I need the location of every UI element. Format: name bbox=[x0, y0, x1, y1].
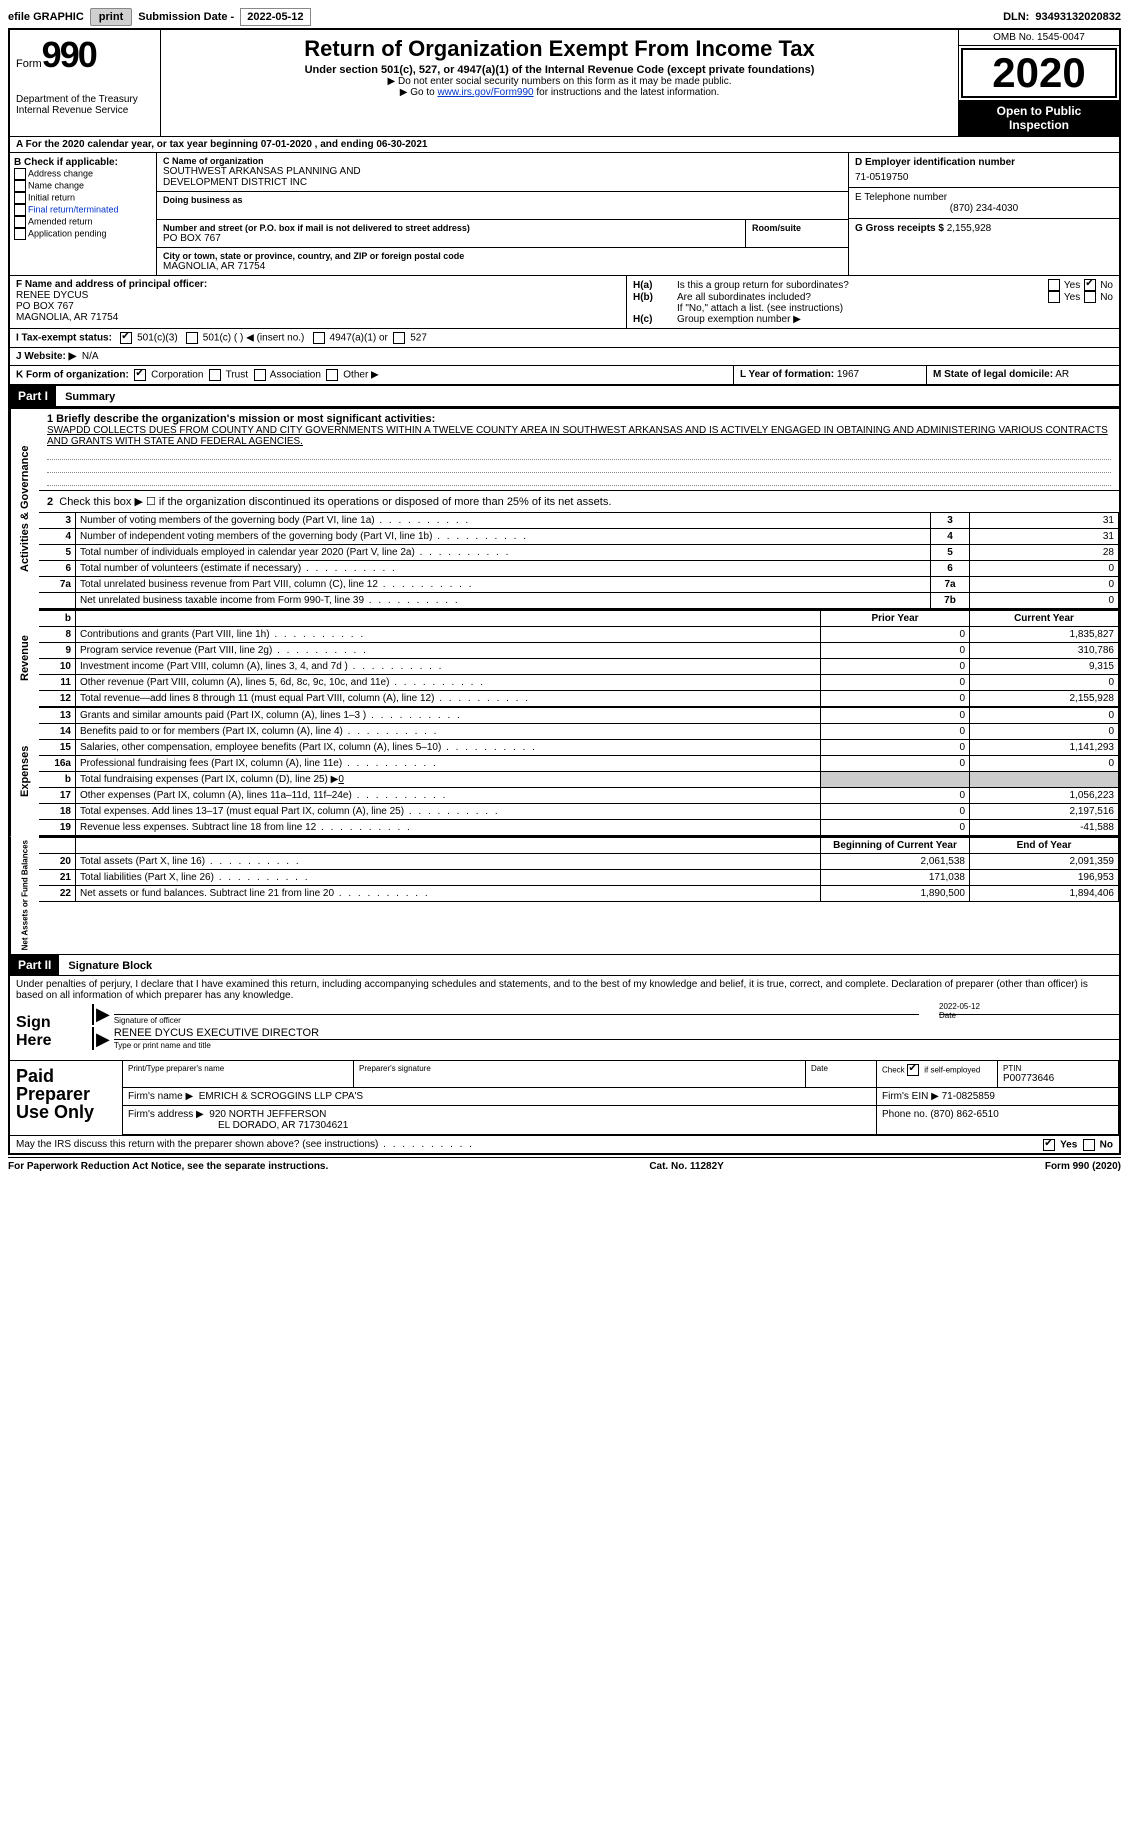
check-name-change[interactable] bbox=[14, 180, 26, 192]
check-corp[interactable] bbox=[134, 369, 146, 381]
check-final-return[interactable] bbox=[14, 204, 26, 216]
sig-arrow-icon-2: ▶ bbox=[94, 1029, 114, 1050]
form-frame: Form990 Department of the Treasury Inter… bbox=[8, 28, 1121, 1155]
check-hb-yes[interactable] bbox=[1048, 291, 1060, 303]
check-501c[interactable] bbox=[186, 332, 198, 344]
check-501c3[interactable] bbox=[120, 332, 132, 344]
check-address-change[interactable] bbox=[14, 168, 26, 180]
open-inspection: Open to Public Inspection bbox=[959, 100, 1119, 136]
dln-value: 93493132020832 bbox=[1035, 11, 1121, 23]
efile-label: efile GRAPHIC bbox=[8, 11, 84, 23]
omb-number: OMB No. 1545-0047 bbox=[959, 30, 1119, 46]
check-527[interactable] bbox=[393, 332, 405, 344]
submission-date-value: 2022-05-12 bbox=[240, 8, 310, 26]
box-g-gross: G Gross receipts $ 2,155,928 bbox=[849, 219, 1119, 238]
box-klm: K Form of organization: Corporation Trus… bbox=[10, 366, 1119, 385]
submission-date-label: Submission Date - bbox=[138, 11, 234, 23]
gov-table: 3Number of voting members of the governi… bbox=[39, 512, 1119, 609]
dba-box: Doing business as bbox=[157, 192, 848, 220]
sign-here: Sign Here ▶ Signature of officer 2022-05… bbox=[10, 1004, 1119, 1059]
h-note: If "No," attach a list. (see instruction… bbox=[633, 303, 1113, 314]
check-ha-no[interactable] bbox=[1084, 279, 1096, 291]
check-assoc[interactable] bbox=[254, 369, 266, 381]
org-name-box: C Name of organization SOUTHWEST ARKANSA… bbox=[157, 153, 848, 192]
check-amended[interactable] bbox=[14, 216, 26, 228]
mission-block: 1 Briefly describe the organization's mi… bbox=[39, 409, 1119, 491]
city-box: City or town, state or province, country… bbox=[157, 248, 848, 275]
tax-period: A For the 2020 calendar year, or tax yea… bbox=[10, 137, 1119, 153]
box-f-officer: F Name and address of principal officer:… bbox=[10, 276, 627, 328]
dln-label: DLN: bbox=[1003, 11, 1029, 23]
activities-governance: Activities & Governance 1 Briefly descri… bbox=[10, 407, 1119, 609]
box-d-ein: D Employer identification number 71-0519… bbox=[849, 153, 1119, 188]
dept-label: Department of the Treasury bbox=[16, 94, 154, 105]
entity-info: B Check if applicable: Address change Na… bbox=[10, 153, 1119, 276]
form-number: 990 bbox=[42, 34, 96, 75]
revenue-table: bPrior YearCurrent Year 8Contributions a… bbox=[39, 609, 1119, 707]
part2-header: Part II Signature Block bbox=[10, 954, 1119, 976]
box-i-tax-status: I Tax-exempt status: 501(c)(3) 501(c) ( … bbox=[10, 329, 1119, 348]
expenses-table: 13Grants and similar amounts paid (Part … bbox=[39, 707, 1119, 836]
net-assets-table: Beginning of Current YearEnd of Year 20T… bbox=[39, 836, 1119, 902]
form-header: Form990 Department of the Treasury Inter… bbox=[10, 30, 1119, 137]
revenue-section: Revenue bPrior YearCurrent Year 8Contrib… bbox=[10, 609, 1119, 707]
check-self-emp[interactable] bbox=[907, 1064, 919, 1076]
note-no-ssn: ▶ Do not enter social security numbers o… bbox=[167, 76, 952, 87]
box-b: B Check if applicable: Address change Na… bbox=[10, 153, 157, 275]
note-goto: ▶ Go to www.irs.gov/Form990 for instruct… bbox=[167, 87, 952, 98]
check-initial-return[interactable] bbox=[14, 192, 26, 204]
net-assets-section: Net Assets or Fund Balances Beginning of… bbox=[10, 836, 1119, 954]
form-label: Form990 bbox=[16, 34, 154, 76]
side-label-exp: Expenses bbox=[10, 707, 39, 836]
part1-header: Part I Summary bbox=[10, 385, 1119, 407]
top-toolbar: efile GRAPHIC print Submission Date - 20… bbox=[8, 8, 1121, 26]
page-footer: For Paperwork Reduction Act Notice, see … bbox=[8, 1157, 1121, 1175]
sig-arrow-icon: ▶ bbox=[94, 1004, 114, 1025]
sig-date-field: 2022-05-12 Date bbox=[939, 1014, 1119, 1025]
check-discuss-no[interactable] bbox=[1083, 1139, 1095, 1151]
side-label-gov: Activities & Governance bbox=[10, 409, 39, 609]
officer-group-row: F Name and address of principal officer:… bbox=[10, 276, 1119, 329]
tax-year: 2020 bbox=[961, 48, 1117, 98]
form-subtitle: Under section 501(c), 527, or 4947(a)(1)… bbox=[167, 64, 952, 76]
check-ha-yes[interactable] bbox=[1048, 279, 1060, 291]
box-h: H(a) Is this a group return for subordin… bbox=[627, 276, 1119, 328]
signature-field[interactable]: Signature of officer bbox=[114, 1014, 919, 1025]
check-hb-no[interactable] bbox=[1084, 291, 1096, 303]
form990-link[interactable]: www.irs.gov/Form990 bbox=[437, 87, 533, 98]
side-label-net: Net Assets or Fund Balances bbox=[10, 836, 39, 954]
line-16b: Total fundraising expenses (Part IX, col… bbox=[76, 772, 821, 788]
box-j-website: J Website: ▶ N/A bbox=[10, 348, 1119, 366]
print-button[interactable]: print bbox=[90, 8, 132, 26]
penalty-statement: Under penalties of perjury, I declare th… bbox=[10, 976, 1119, 1004]
check-other[interactable] bbox=[326, 369, 338, 381]
check-app-pending[interactable] bbox=[14, 228, 26, 240]
discuss-row: May the IRS discuss this return with the… bbox=[10, 1135, 1119, 1153]
irs-label: Internal Revenue Service bbox=[16, 105, 154, 116]
line2: 2 Check this box ▶ ☐ if the organization… bbox=[39, 491, 1119, 512]
street-box: Number and street (or P.O. box if mail i… bbox=[157, 220, 848, 248]
form-title: Return of Organization Exempt From Incom… bbox=[167, 36, 952, 62]
check-discuss-yes[interactable] bbox=[1043, 1139, 1055, 1151]
paid-preparer: Paid Preparer Use Only Print/Type prepar… bbox=[10, 1060, 1119, 1135]
expenses-section: Expenses 13Grants and similar amounts pa… bbox=[10, 707, 1119, 836]
box-e-phone: E Telephone number (870) 234-4030 bbox=[849, 188, 1119, 219]
side-label-rev: Revenue bbox=[10, 609, 39, 707]
officer-name: RENEE DYCUS EXECUTIVE DIRECTOR bbox=[114, 1027, 1119, 1039]
check-trust[interactable] bbox=[209, 369, 221, 381]
check-4947[interactable] bbox=[313, 332, 325, 344]
